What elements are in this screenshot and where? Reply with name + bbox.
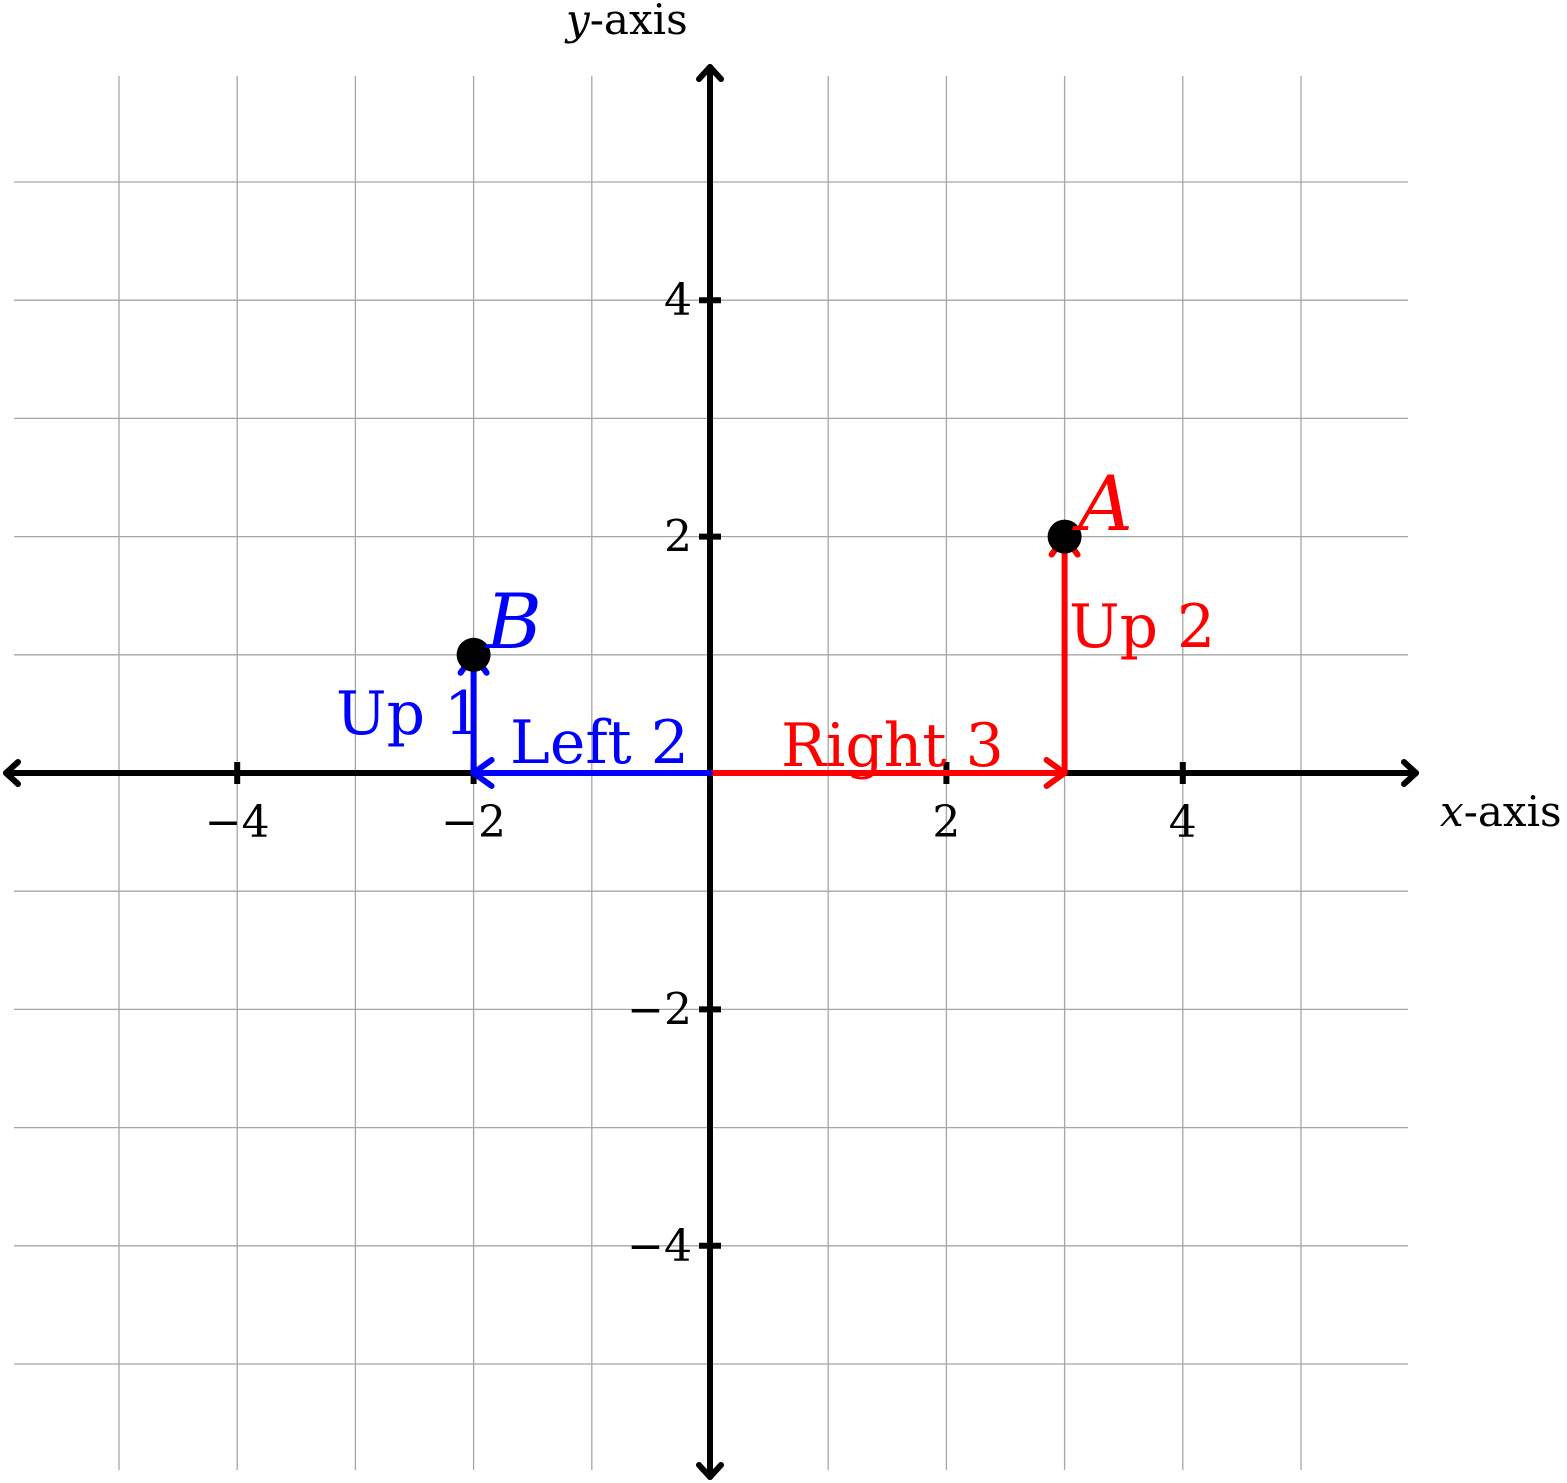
x-tick-label: −4	[205, 797, 270, 848]
point-a	[1047, 519, 1082, 554]
y-tick-label: 2	[664, 512, 692, 563]
y-axis-arrow-top	[696, 64, 724, 82]
point-label-a: A	[1072, 459, 1133, 548]
move-label-up-2: Up 2	[1069, 592, 1215, 662]
y-tick-label: 4	[664, 275, 692, 326]
x-axis-arrow-left	[3, 759, 21, 787]
move-label-right-3: Right 3	[781, 711, 1004, 781]
y-axis-title: y-axis	[564, 0, 688, 44]
x-axis-title-var: x	[1440, 787, 1464, 836]
y-tick-label: −2	[627, 984, 692, 1035]
points	[456, 519, 1082, 672]
y-axis-title-var: y	[564, 0, 591, 44]
x-tick-label: 2	[932, 797, 960, 848]
point-b	[456, 637, 491, 672]
x-tick-label: 4	[1169, 797, 1197, 848]
move-label-left-2: Left 2	[510, 708, 689, 778]
y-tick-label: −4	[627, 1221, 692, 1272]
move-label-up-1: Up 1	[336, 679, 482, 749]
x-axis-title-rest: -axis	[1464, 787, 1562, 836]
ticks: −4 −2 2 4 4 2 −2 −4	[205, 275, 1197, 1272]
point-label-b: B	[484, 577, 542, 666]
x-axis-title: x-axis	[1440, 787, 1562, 836]
y-axis-arrow-bottom	[696, 1462, 724, 1480]
x-axis-arrow-right	[1401, 759, 1419, 787]
y-axis-title-rest: -axis	[590, 0, 688, 44]
x-tick-label: −2	[441, 797, 506, 848]
